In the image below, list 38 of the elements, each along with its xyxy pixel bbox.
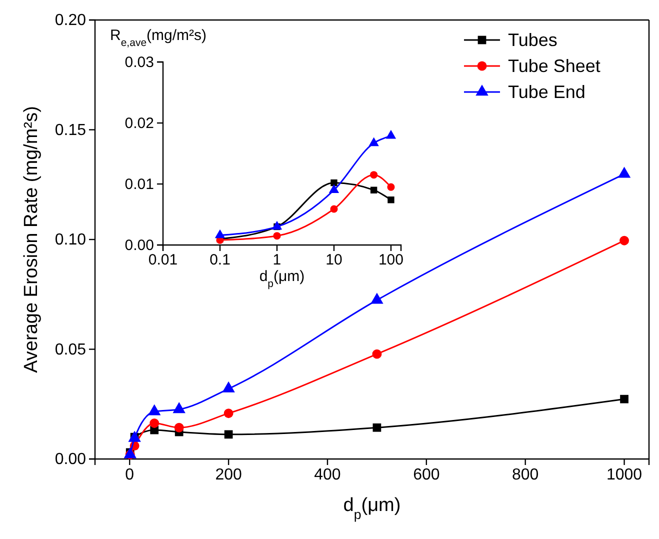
- y-tick-label: 0.15: [54, 122, 86, 139]
- point: [172, 402, 186, 414]
- legend-label: Tubes: [508, 30, 558, 50]
- point: [618, 166, 631, 178]
- y-axis-title: Average Erosion Rate (mg/m²s): [21, 106, 42, 373]
- y-axis-title: R$_{e,ave}$(mg/m²s): [110, 27, 207, 49]
- x-tick-label: 0.01: [148, 252, 178, 269]
- x-axis-title: d$_{p}$(μm): [343, 495, 401, 522]
- x-tick-label: 100: [378, 252, 404, 269]
- point: [620, 236, 629, 246]
- x-tick-label: 400: [314, 466, 341, 484]
- x-tick-label: 0.1: [210, 252, 230, 269]
- x-axis-title: d$_{p}$(μm): [259, 268, 305, 290]
- y-tick-label: 0.00: [124, 236, 154, 254]
- legend-label: Tube End: [508, 82, 586, 102]
- point: [370, 292, 384, 304]
- point: [174, 422, 184, 432]
- y-tick-label: 0.05: [54, 341, 86, 358]
- point: [372, 349, 382, 359]
- point: [224, 430, 233, 439]
- y-tick-label: 0.03: [124, 54, 154, 71]
- y-tick-label: 0.02: [124, 114, 154, 132]
- point: [224, 408, 234, 418]
- y-tick-label: 0.01: [124, 176, 154, 193]
- x-tick-label: 10: [326, 252, 342, 269]
- x-tick-label: 1000: [606, 466, 642, 484]
- y-tick-label: 0.10: [54, 232, 86, 249]
- legend-label: Tube Sheet: [508, 56, 600, 76]
- y-tick-label: 0.20: [54, 12, 86, 30]
- point: [150, 418, 160, 428]
- x-tick-label: 0: [125, 466, 134, 484]
- x-tick-label: 600: [413, 466, 440, 484]
- y-tick-label: 0.00: [54, 451, 86, 468]
- point: [372, 423, 382, 432]
- x-tick-label: 800: [512, 466, 539, 484]
- point: [620, 394, 628, 404]
- x-tick-label: 1: [272, 252, 282, 269]
- x-tick-label: 200: [215, 466, 242, 484]
